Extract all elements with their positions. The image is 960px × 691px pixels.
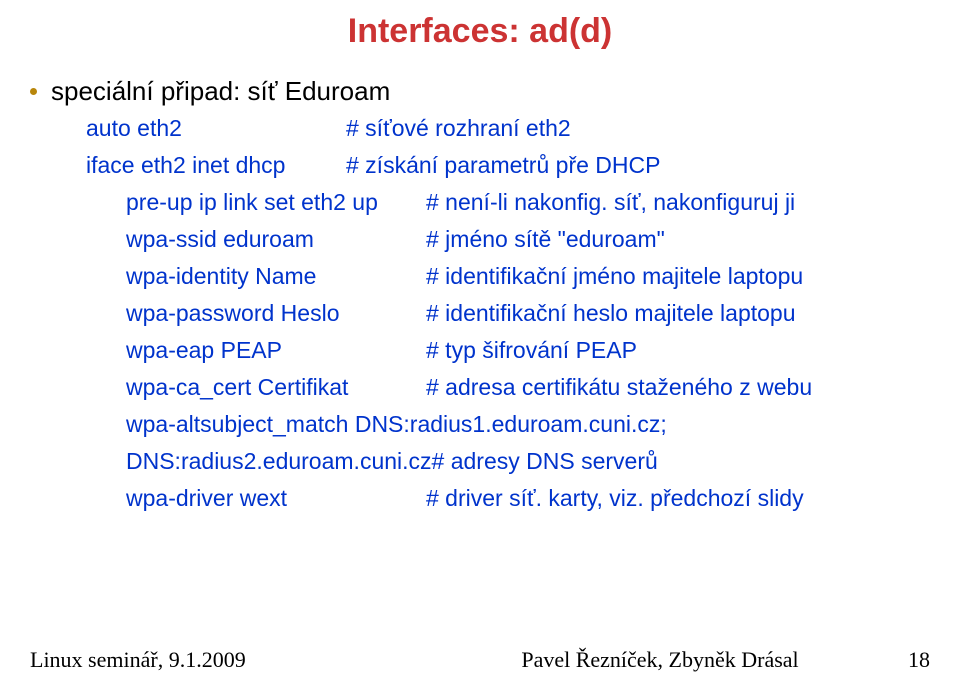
- code-comment: # identifikační heslo majitele laptopu: [426, 300, 796, 327]
- bullet-item: speciální připad: síť Eduroam: [30, 76, 930, 107]
- code-comment: # identifikační jméno majitele laptopu: [426, 263, 803, 290]
- footer-page-number: 18: [870, 647, 930, 673]
- code-command: pre-up ip link set eth2 up: [126, 189, 426, 216]
- code-line: wpa-ssid eduroam# jméno sítě "eduroam": [126, 226, 930, 253]
- bullet-text: speciální připad: síť Eduroam: [51, 76, 390, 107]
- code-command: wpa-ssid eduroam: [126, 226, 426, 253]
- code-comment: # typ šifrování PEAP: [426, 337, 637, 364]
- code-line: wpa-eap PEAP# typ šifrování PEAP: [126, 337, 930, 364]
- code-line: wpa-altsubject_match DNS:radius1.eduroam…: [126, 411, 930, 438]
- slide-body: speciální připad: síť Eduroam auto eth2#…: [30, 76, 930, 522]
- code-command: DNS:radius2.eduroam.cuni.cz: [126, 448, 432, 475]
- code-command: auto eth2: [86, 115, 346, 142]
- code-line: wpa-identity Name# identifikační jméno m…: [126, 263, 930, 290]
- code-line: pre-up ip link set eth2 up# není-li nako…: [126, 189, 930, 216]
- code-comment: # adresy DNS serverů: [432, 448, 658, 475]
- code-comment: # jméno sítě "eduroam": [426, 226, 665, 253]
- code-comment: # získání parametrů pře DHCP: [346, 152, 660, 179]
- code-block: auto eth2# síťové rozhraní eth2iface eth…: [86, 115, 930, 512]
- footer-center: Pavel Řezníček, Zbyněk Drásal: [450, 647, 870, 673]
- slide-title: Interfaces: ad(d): [0, 12, 960, 51]
- slide: Interfaces: ad(d) speciální připad: síť …: [0, 0, 960, 691]
- code-line: wpa-ca_cert Certifikat# adresa certifiká…: [126, 374, 930, 401]
- code-command: wpa-altsubject_match DNS:radius1.eduroam…: [126, 411, 826, 438]
- code-comment: # síťové rozhraní eth2: [346, 115, 571, 142]
- code-line: DNS:radius2.eduroam.cuni.cz# adresy DNS …: [126, 448, 930, 475]
- bullet-dot-icon: [30, 88, 37, 95]
- code-line: wpa-password Heslo# identifikační heslo …: [126, 300, 930, 327]
- code-comment: # driver síť. karty, viz. předchozí slid…: [426, 485, 804, 512]
- code-command: wpa-password Heslo: [126, 300, 426, 327]
- code-line: wpa-driver wext# driver síť. karty, viz.…: [126, 485, 930, 512]
- code-command: iface eth2 inet dhcp: [86, 152, 346, 179]
- code-command: wpa-driver wext: [126, 485, 426, 512]
- code-command: wpa-identity Name: [126, 263, 426, 290]
- code-command: wpa-ca_cert Certifikat: [126, 374, 426, 401]
- code-line: auto eth2# síťové rozhraní eth2: [86, 115, 930, 142]
- code-line: iface eth2 inet dhcp# získání parametrů …: [86, 152, 930, 179]
- code-comment: # není-li nakonfig. síť, nakonfiguruj ji: [426, 189, 795, 216]
- slide-footer: Linux seminář, 9.1.2009 Pavel Řezníček, …: [30, 647, 930, 673]
- footer-left: Linux seminář, 9.1.2009: [30, 647, 450, 673]
- code-command: wpa-eap PEAP: [126, 337, 426, 364]
- code-comment: # adresa certifikátu staženého z webu: [426, 374, 812, 401]
